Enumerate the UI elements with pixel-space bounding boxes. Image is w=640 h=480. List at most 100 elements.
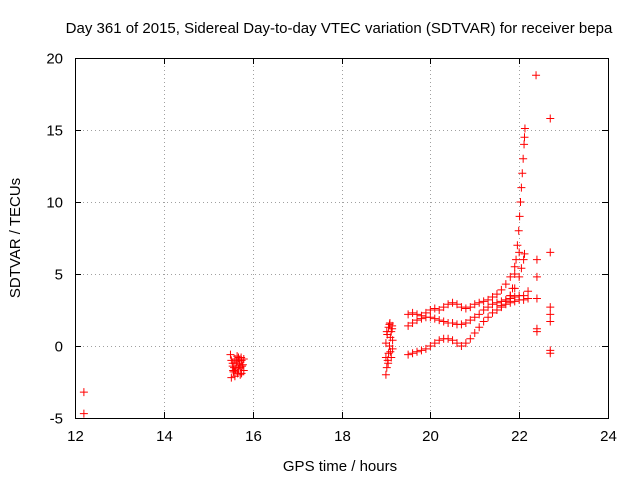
data-point [457, 320, 466, 329]
data-point [384, 359, 393, 368]
data-point [479, 306, 488, 314]
data-point [461, 318, 470, 327]
data-point [515, 212, 524, 221]
data-point [497, 301, 506, 310]
series-early [79, 388, 88, 418]
data-point [421, 344, 430, 353]
data-point [426, 313, 435, 322]
data-point [466, 303, 475, 312]
data-point [492, 290, 501, 299]
data-point [79, 388, 88, 397]
data-point [492, 298, 501, 307]
y-tick-label: 5 [55, 267, 63, 284]
data-point [239, 366, 248, 375]
data-point [444, 300, 453, 309]
data-point [514, 226, 523, 235]
data-point [517, 183, 526, 192]
data-marks [79, 71, 555, 418]
series-cluster-15.6 [226, 350, 248, 382]
data-point [546, 317, 555, 326]
data-point [501, 297, 510, 306]
data-point [520, 140, 529, 149]
y-tick-label: 20 [46, 51, 63, 68]
data-point [520, 124, 529, 133]
data-point [388, 336, 397, 345]
series-band-low [404, 294, 533, 359]
data-point [233, 352, 242, 361]
data-point [426, 306, 435, 314]
data-point [479, 297, 488, 306]
data-point [520, 133, 529, 142]
data-point [384, 349, 393, 358]
x-tick-label: 14 [156, 428, 173, 445]
data-point [235, 360, 244, 369]
x-tick-label: 22 [511, 428, 528, 445]
data-point [532, 272, 541, 281]
data-point [435, 336, 444, 345]
y-tick-label: 0 [55, 339, 63, 356]
series-rising-steep [506, 124, 529, 300]
data-point [506, 272, 515, 281]
x-axis-label: GPS time / hours [283, 458, 397, 475]
data-point [444, 334, 453, 343]
data-point [461, 304, 470, 313]
data-point [381, 353, 390, 362]
data-point [457, 303, 466, 312]
data-point [488, 293, 497, 302]
data-point [430, 304, 439, 313]
data-point [408, 318, 417, 327]
data-point [510, 270, 519, 278]
data-point [510, 293, 519, 302]
data-point [227, 373, 236, 382]
data-point [233, 369, 242, 378]
data-point [79, 409, 88, 418]
data-point [426, 342, 435, 350]
data-point [439, 317, 448, 326]
data-point [479, 317, 488, 326]
data-point [448, 336, 457, 345]
data-point [488, 300, 497, 309]
data-point [497, 285, 506, 294]
data-point [404, 321, 413, 330]
grid [75, 58, 608, 418]
data-point [470, 300, 479, 309]
data-point [501, 280, 510, 289]
data-point [513, 241, 522, 250]
data-point [466, 316, 475, 325]
data-point [512, 255, 521, 264]
data-point [506, 291, 515, 300]
data-point [439, 303, 448, 312]
series-cluster-19.1 [381, 318, 397, 379]
x-tick-label: 24 [600, 428, 617, 445]
data-point [382, 327, 391, 336]
data-point [520, 249, 529, 258]
data-point [230, 363, 239, 372]
data-point [385, 320, 394, 329]
data-point [519, 291, 528, 300]
data-point [226, 350, 235, 359]
data-point [417, 311, 426, 320]
chart-title: Day 361 of 2015, Sidereal Day-to-day VTE… [66, 20, 613, 37]
series-band-high [404, 248, 533, 320]
data-point [475, 298, 484, 307]
data-point [524, 294, 533, 303]
data-point [546, 248, 555, 257]
data-point [546, 349, 555, 358]
data-point [421, 308, 430, 317]
data-point [484, 313, 493, 322]
data-point [532, 327, 541, 336]
data-point [448, 298, 457, 307]
data-point [519, 154, 528, 163]
data-point [404, 310, 413, 319]
data-point [470, 329, 479, 338]
y-tick-label: -5 [50, 411, 63, 428]
y-tick-label: 10 [46, 195, 63, 212]
data-point [452, 300, 461, 309]
data-point [516, 198, 525, 206]
x-tick-label: 16 [245, 428, 262, 445]
data-point [388, 324, 397, 333]
data-point [408, 308, 417, 317]
data-point [532, 71, 541, 80]
series-late [532, 71, 555, 358]
